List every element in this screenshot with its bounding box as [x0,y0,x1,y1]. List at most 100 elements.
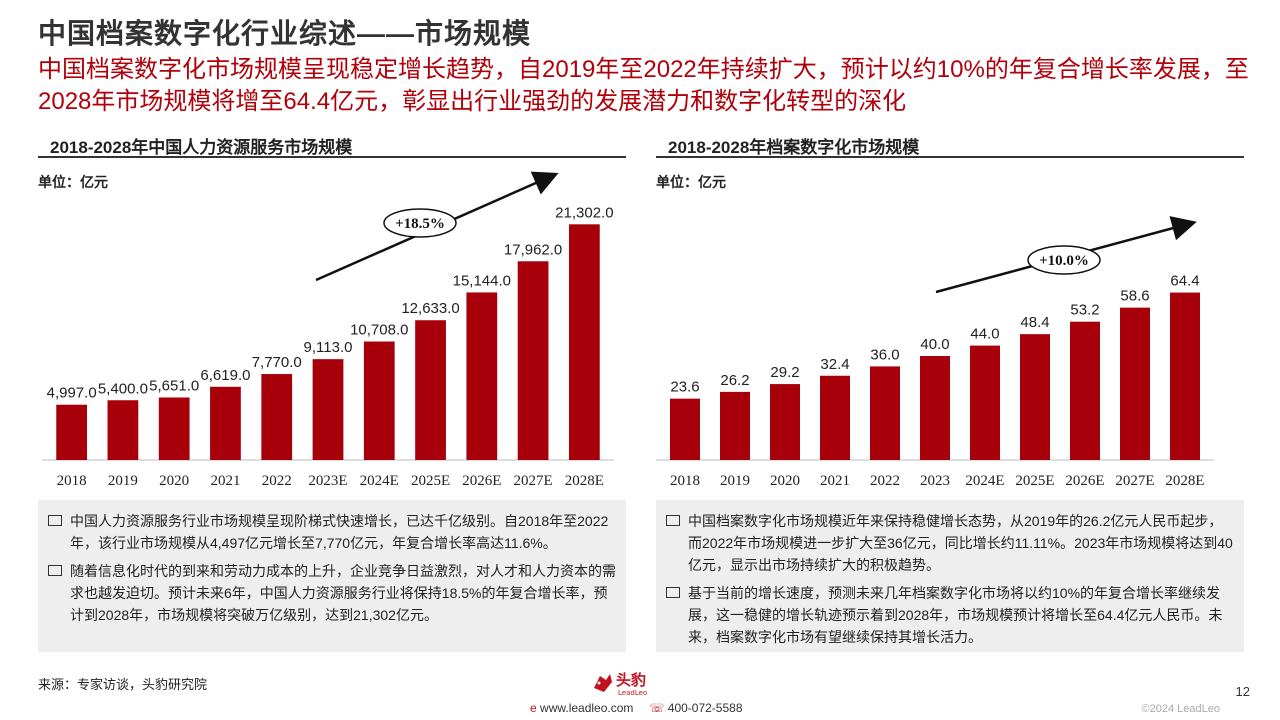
note-text: 基于当前的增长速度，预测未来几年档案数字化市场将以约10%的年复合增长率继续发展… [688,585,1223,645]
x-tick-label: 2026E [462,473,501,489]
phone-number[interactable]: ☏ 400-072-5588 [649,701,742,715]
checkbox-bullet-icon [48,515,62,526]
note-item: 中国人力资源服务行业市场规模呈现阶梯式快速增长，已达千亿级别。自2018年至20… [48,510,616,554]
phone-text: 400-072-5588 [667,701,743,715]
x-tick-label: 2018 [670,473,700,489]
checkbox-bullet-icon [666,515,680,526]
bar [670,398,700,460]
right-panel-title: 2018-2028年档案数字化市场规模 [668,138,920,157]
bar [56,404,88,460]
x-tick-label: 2027E [514,473,553,489]
x-tick-label: 2020 [159,473,189,489]
bar-value-label: 58.6 [1120,288,1149,305]
cagr-label: +10.0% [1039,253,1089,269]
left-bar-chart: 4,997.0 2018 5,400.0 2019 5,651.0 2020 6,619.0… [42,171,614,489]
x-tick-label: 2019 [720,473,750,489]
x-tick-label: 2023 [920,473,950,489]
bar-value-label: 36.0 [870,346,899,363]
page-title: 中国档案数字化行业综述——市场规模 [38,18,532,49]
bar [415,320,446,460]
bar [820,375,850,460]
bar-value-label: 53.2 [1070,302,1099,319]
right-panel-header: 2018-2028年档案数字化市场规模 [656,130,1244,158]
bar [568,224,600,460]
x-tick-label: 2022 [262,473,292,489]
bar [517,261,549,460]
x-tick-label: 2021 [820,473,850,489]
bar [107,400,139,460]
bar-value-label: 9,113.0 [304,339,353,356]
right-panel: 2018-2028年档案数字化市场规模 单位：亿元 23.6 2018 26.2 20… [656,130,1244,652]
footer-contact: e www.leadleo.com ☏ 400-072-5588 [530,701,743,715]
bar [870,366,900,460]
bar-value-label: 21,302.0 [555,204,613,221]
right-unit-label: 单位：亿元 [656,174,726,190]
right-chart: 23.6 2018 26.2 2019 29.2 2020 32.4 2021 36.0 2022… [656,170,1244,490]
bar [261,374,293,460]
x-tick-label: 2022 [870,473,900,489]
leadleo-logo: 头豹 LeadLeo [594,671,647,697]
x-tick-label: 2020 [770,473,800,489]
x-tick-label: 2026E [1065,473,1104,489]
source-note: 来源：专家访谈，头豹研究院 [38,677,208,692]
bar [920,356,950,460]
x-tick-label: 2025E [411,473,450,489]
x-tick-label: 2028E [565,473,604,489]
bar [363,341,395,460]
phone-icon: ☏ [649,701,665,715]
note-text: 中国人力资源服务行业市场规模呈现阶梯式快速增长，已达千亿级别。自2018年至20… [70,513,609,551]
bar-value-label: 5,400.0 [98,380,148,397]
left-chart: 4,997.0 2018 5,400.0 2019 5,651.0 2020 6,619.0… [38,170,626,490]
bar-value-label: 29.2 [770,364,799,381]
x-tick-label: 2028E [1165,473,1204,489]
left-panel-header: 2018-2028年中国人力资源服务市场规模 [38,130,626,158]
note-item: 基于当前的增长速度，预测未来几年档案数字化市场将以约10%的年复合增长率继续发展… [666,582,1234,648]
bar [770,384,800,460]
bar-value-label: 17,962.0 [504,241,562,258]
bar-value-label: 6,619.0 [200,367,250,384]
logo-text: 头豹 [616,671,646,689]
bar-value-label: 44.0 [970,326,999,343]
bar [158,397,190,460]
bar [1070,321,1100,460]
bar [466,292,498,460]
logo-subtext: LeadLeo [618,689,647,697]
bar [1120,307,1150,460]
cagr-badge [383,208,457,238]
x-tick-label: 2019 [108,473,138,489]
bar-value-label: 26.2 [720,372,749,389]
website-link[interactable]: e www.leadleo.com [530,701,633,715]
bar-value-label: 23.6 [670,379,699,396]
page-number: 12 [1235,684,1250,699]
left-panel-title: 2018-2028年中国人力资源服务市场规模 [50,138,353,157]
x-tick-label: 2024E [360,473,399,489]
x-tick-label: 2018 [57,473,87,489]
bar [210,386,241,460]
x-tick-label: 2021 [210,473,240,489]
x-tick-label: 2024E [965,473,1004,489]
checkbox-bullet-icon [666,587,680,598]
x-tick-label: 2027E [1115,473,1154,489]
x-tick-label: 2025E [1015,473,1054,489]
bar-value-label: 15,144.0 [453,272,511,289]
page-subtitle: 中国档案数字化市场规模呈现稳定增长趋势，自2019年至2022年持续扩大，预计以… [38,56,1249,115]
bar-value-label: 48.4 [1020,314,1049,331]
bar [1170,292,1200,460]
bar-value-label: 12,633.0 [401,300,459,317]
note-text: 中国档案数字化市场规模近年来保持稳健增长态势，从2019年的26.2亿元人民币起… [688,513,1233,573]
right-notes: 中国档案数字化市场规模近年来保持稳健增长态势，从2019年的26.2亿元人民币起… [656,500,1244,652]
note-text: 随着信息化时代的到来和劳动力成本的上升，企业竞争日益激烈，对人才和人力资本的需求… [70,563,616,623]
bar [720,391,750,460]
bar-value-label: 5,651.0 [149,377,199,394]
bar [1020,334,1050,460]
website-text: www.leadleo.com [540,701,634,715]
globe-icon: e [530,701,537,715]
note-item: 中国档案数字化市场规模近年来保持稳健增长态势，从2019年的26.2亿元人民币起… [666,510,1234,576]
copyright: ©2024 LeadLeo [1141,703,1220,715]
left-unit-label: 单位：亿元 [38,174,108,190]
right-bar-chart: 23.6 2018 26.2 2019 29.2 2020 32.4 2021 36.0 2022… [656,216,1214,489]
checkbox-bullet-icon [48,565,62,576]
bar-value-label: 40.0 [920,336,949,353]
bar-value-label: 7,770.0 [252,354,302,371]
bar-value-label: 64.4 [1170,273,1199,290]
